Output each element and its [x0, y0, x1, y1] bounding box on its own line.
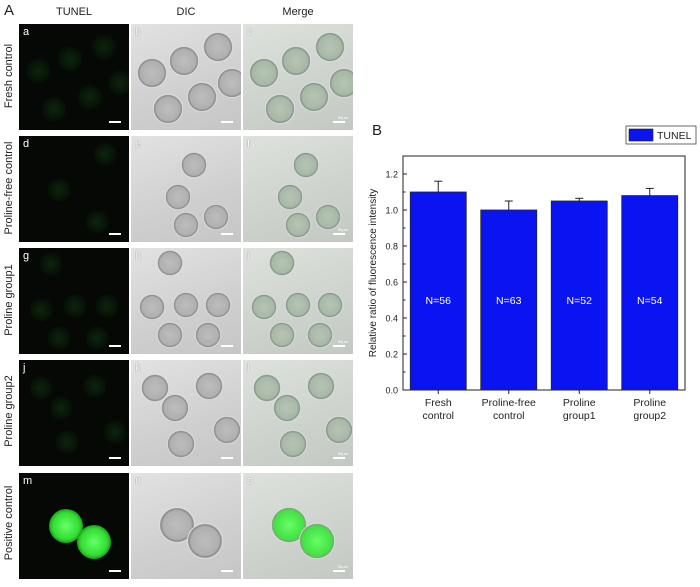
y-tick-label: 0.4: [385, 314, 398, 324]
tile-letter: b: [135, 26, 142, 38]
tile-letter: n: [135, 475, 142, 487]
bar-count-label: N=56: [426, 295, 452, 307]
tile-b-dic: b: [131, 24, 241, 130]
tile-g-tunel: g: [19, 248, 129, 354]
y-tick-label: 1.2: [385, 170, 398, 180]
row-label-positive-control: Positive control: [3, 485, 15, 561]
scale-bar-label: 50μm: [337, 451, 348, 456]
scale-bar: [333, 233, 345, 235]
scale-bar: [109, 570, 121, 572]
scale-bar-label: 50μm: [337, 115, 348, 120]
tile-letter: a: [23, 26, 30, 38]
scale-bar: [109, 121, 121, 123]
tile-e-dic: e: [131, 136, 241, 242]
tile-a-tunel: a: [19, 24, 129, 130]
tile-o-merge: o 50μm: [243, 473, 353, 579]
column-header-merge: Merge: [282, 6, 314, 18]
scale-bar: [109, 345, 121, 347]
tile-letter: f: [247, 138, 251, 150]
scale-bar: [221, 457, 233, 459]
column-header-tunel: TUNEL: [55, 6, 93, 18]
scale-bar-label: 50μm: [337, 564, 348, 569]
tile-m-tunel: m: [19, 473, 129, 579]
row-label-proline-group1: Proline group1: [3, 264, 15, 336]
y-tick-label: 0.0: [385, 386, 398, 396]
scale-bar-label: 50μm: [337, 227, 348, 232]
scale-bar: [333, 345, 345, 347]
x-tick-label: Proline: [633, 397, 666, 409]
tile-f-merge: f 50μm: [243, 136, 353, 242]
tile-c-merge: c 50μm: [243, 24, 353, 130]
x-tick-label: Fresh: [425, 397, 452, 409]
scale-bar: [221, 233, 233, 235]
y-tick-label: 1.0: [385, 206, 398, 216]
tile-letter: j: [23, 362, 26, 374]
x-tick-label: group2: [633, 410, 666, 422]
y-tick-label: 0.2: [385, 350, 398, 360]
x-tick-label: group1: [563, 410, 596, 422]
tile-letter: d: [23, 138, 30, 150]
bar-count-label: N=63: [496, 295, 522, 307]
scale-bar: [333, 570, 345, 572]
bar: [621, 195, 679, 391]
tile-letter: h: [135, 250, 142, 262]
row-label-fresh-control: Fresh control: [3, 43, 15, 109]
scale-bar: [109, 457, 121, 459]
legend-swatch: [628, 128, 654, 142]
plot-frame: [402, 155, 686, 391]
x-tick-label: control: [493, 410, 525, 422]
tile-i-merge: i 50μm: [243, 248, 353, 354]
y-tick-label: 0.6: [385, 278, 398, 288]
x-tick-label: Proline-free: [482, 397, 536, 409]
x-tick-label: Proline: [563, 397, 596, 409]
tile-letter: o: [247, 475, 254, 487]
tile-letter: g: [23, 250, 30, 262]
scale-bar: [221, 121, 233, 123]
tile-letter: l: [247, 362, 250, 374]
tile-letter: m: [23, 475, 33, 487]
tile-j-tunel: j: [19, 360, 129, 466]
tile-h-dic: h: [131, 248, 241, 354]
column-header-dic: DIC: [176, 6, 196, 18]
tunel-bar-chart: 0.0 0.2 0.4 0.6 0.8 1.0 1.2 Relative ratio of f…: [368, 125, 697, 422]
row-label-proline-free-control: Proline-free control: [3, 141, 15, 235]
scale-bar: [221, 570, 233, 572]
tile-d-tunel: d: [19, 136, 129, 242]
tile-n-dic: n: [131, 473, 241, 579]
tile-letter: i: [247, 250, 250, 262]
scale-bar: [109, 233, 121, 235]
y-axis-label: Relative ratio of fluorescence intensity: [368, 189, 379, 357]
x-tick-label: control: [422, 410, 454, 422]
tile-k-dic: k: [131, 360, 241, 466]
bar-count-label: N=52: [567, 295, 593, 307]
y-tick-label: 0.8: [385, 242, 398, 252]
tile-letter: k: [135, 362, 141, 374]
legend-label: TUNEL: [657, 130, 692, 142]
bar-count-label: N=54: [637, 295, 663, 307]
tile-l-merge: l 50μm: [243, 360, 353, 466]
tile-letter: e: [135, 138, 142, 150]
panel-a-label: A: [4, 2, 15, 19]
scale-bar: [333, 121, 345, 123]
bar: [409, 191, 467, 391]
scale-bar: [221, 345, 233, 347]
scale-bar: [333, 457, 345, 459]
scale-bar-label: 50μm: [337, 339, 348, 344]
tile-letter: c: [247, 26, 253, 38]
panel-b-label: B: [372, 122, 383, 139]
row-label-proline-group2: Proline group2: [3, 375, 15, 447]
